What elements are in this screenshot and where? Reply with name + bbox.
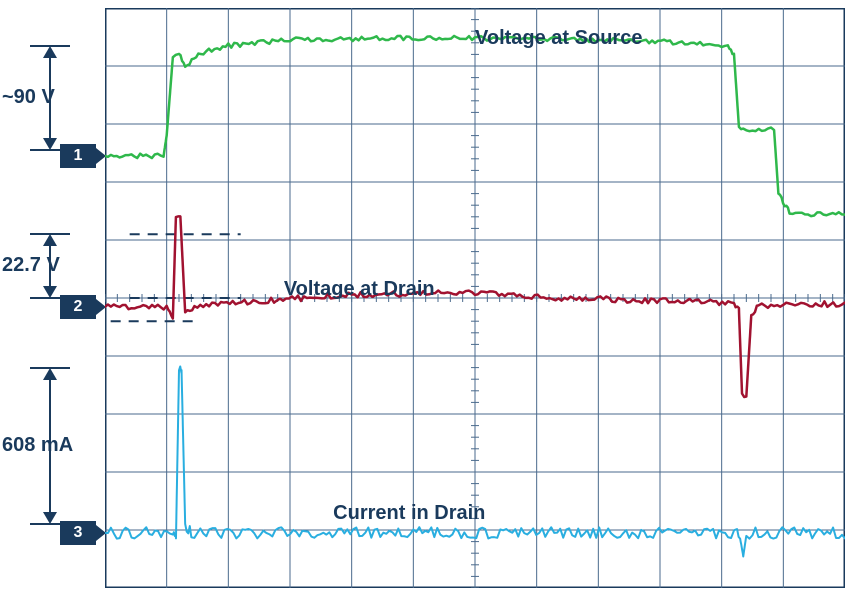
ch2-marker: 2	[60, 295, 96, 319]
ch1-trace-label: Voltage at Source	[475, 27, 642, 50]
ch3-marker: 3	[60, 521, 96, 545]
ch3-trace-label: Current in Drain	[333, 502, 485, 525]
oscilloscope-figure: ~90 V 1 22.7 V 2 608 mA 3 Voltage at Sou…	[0, 0, 853, 608]
scope-svg	[105, 8, 845, 588]
left-annotation-pane: ~90 V 1 22.7 V 2 608 mA 3	[0, 0, 105, 608]
ch1-marker: 1	[60, 144, 96, 168]
ch3-amplitude-label: 608 mA	[2, 434, 102, 457]
ch2-amplitude-label: 22.7 V	[2, 254, 102, 277]
ch2-trace-label: Voltage at Drain	[284, 278, 435, 301]
ch1-amplitude-label: ~90 V	[2, 86, 102, 109]
scope-grid-area: Voltage at Source Voltage at Drain Curre…	[105, 8, 845, 588]
